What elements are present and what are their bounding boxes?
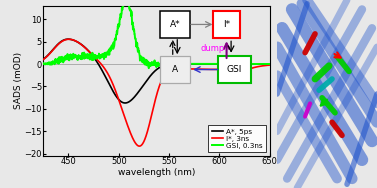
Text: A*: A* xyxy=(170,20,180,29)
FancyBboxPatch shape xyxy=(160,56,190,83)
Legend: A*, 5ps, I*, 3ns, GSI, 0.3ns: A*, 5ps, I*, 3ns, GSI, 0.3ns xyxy=(208,125,266,152)
X-axis label: wavelength (nm): wavelength (nm) xyxy=(118,168,195,177)
FancyBboxPatch shape xyxy=(213,11,240,38)
Text: A: A xyxy=(172,65,178,74)
Y-axis label: SADS (mOD): SADS (mOD) xyxy=(14,52,23,109)
Text: I*: I* xyxy=(223,20,230,29)
FancyBboxPatch shape xyxy=(218,56,251,83)
Text: GSI: GSI xyxy=(227,65,242,74)
Text: dump: dump xyxy=(201,44,225,53)
FancyBboxPatch shape xyxy=(160,11,190,38)
